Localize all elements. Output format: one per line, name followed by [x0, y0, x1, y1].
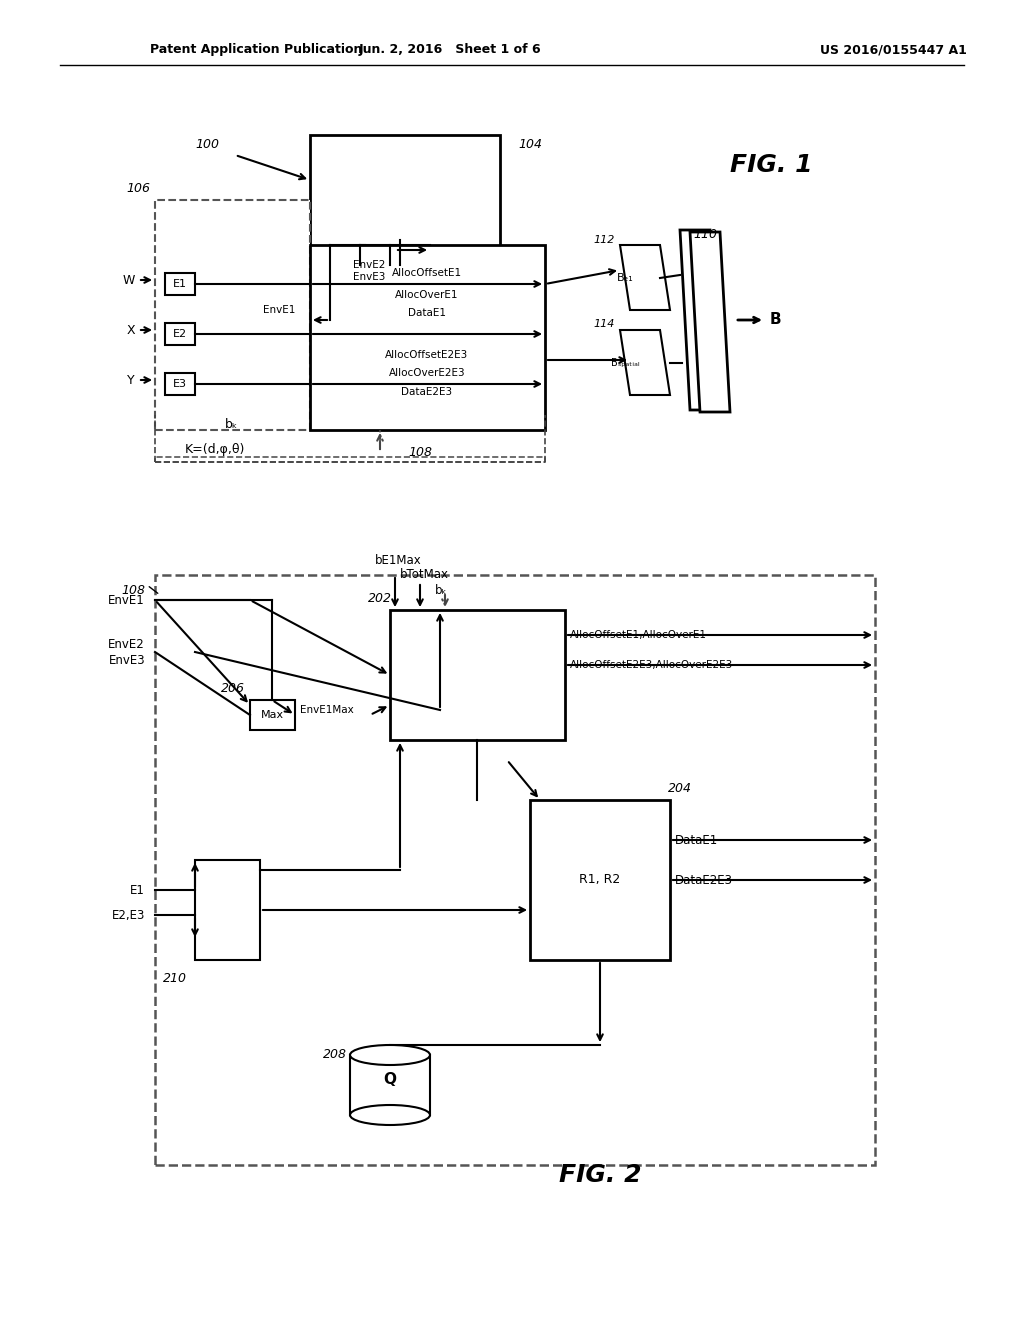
Text: Bₛₚₐₜᵢₐₗ: Bₛₚₐₜᵢₐₗ [610, 358, 639, 368]
Text: E2: E2 [173, 329, 187, 339]
Text: DataE1: DataE1 [408, 308, 446, 318]
Text: Max: Max [260, 710, 284, 719]
Text: DataE2E3: DataE2E3 [401, 387, 453, 397]
Text: 108: 108 [408, 446, 432, 458]
Text: E1: E1 [130, 883, 145, 896]
Text: bTotMax: bTotMax [400, 569, 449, 582]
Text: Bₑ₁: Bₑ₁ [616, 273, 634, 282]
Text: 112: 112 [594, 235, 615, 246]
Text: EnvE3: EnvE3 [352, 272, 385, 282]
Text: W: W [123, 273, 135, 286]
Text: E3: E3 [173, 379, 187, 389]
Polygon shape [620, 246, 670, 310]
Text: DataE2E3: DataE2E3 [675, 874, 733, 887]
Bar [195, 861, 260, 960]
Text: B: B [770, 313, 781, 327]
Bar [310, 135, 500, 265]
Bar [155, 576, 874, 1166]
Text: bₖ: bₖ [435, 583, 447, 597]
Text: AllocOffsetE2E3,AllocOverE2E3: AllocOffsetE2E3,AllocOverE2E3 [570, 660, 733, 671]
Text: EnvE1Max: EnvE1Max [300, 705, 353, 715]
Text: EnvE1: EnvE1 [262, 305, 295, 315]
Bar [165, 374, 195, 395]
Text: 114: 114 [594, 319, 615, 329]
Text: AllocOffsetE1,AllocOverE1: AllocOffsetE1,AllocOverE1 [570, 630, 707, 640]
Bar [155, 201, 310, 430]
Text: 104: 104 [518, 139, 542, 152]
Text: R1, R2: R1, R2 [580, 874, 621, 887]
Text: 202: 202 [368, 591, 392, 605]
Bar [165, 323, 195, 345]
Ellipse shape [350, 1105, 430, 1125]
Text: E2,E3: E2,E3 [112, 908, 145, 921]
Text: AllocOverE1: AllocOverE1 [395, 290, 459, 300]
Bar [310, 246, 545, 430]
Text: Q: Q [384, 1072, 396, 1088]
Text: DataE1: DataE1 [675, 833, 718, 846]
Bar [165, 273, 195, 294]
Text: EnvE3: EnvE3 [109, 653, 145, 667]
Bar [350, 1055, 430, 1115]
Ellipse shape [350, 1045, 430, 1065]
Text: AllocOverE2E3: AllocOverE2E3 [389, 368, 465, 378]
Text: 100: 100 [195, 139, 219, 152]
Text: US 2016/0155447 A1: US 2016/0155447 A1 [820, 44, 967, 57]
Text: 110: 110 [693, 228, 717, 242]
Text: 106: 106 [126, 181, 150, 194]
Text: EnvE1: EnvE1 [109, 594, 145, 606]
Bar [530, 800, 670, 960]
Text: Jun. 2, 2016   Sheet 1 of 6: Jun. 2, 2016 Sheet 1 of 6 [358, 44, 542, 57]
Text: 206: 206 [221, 681, 245, 694]
Text: 210: 210 [163, 972, 187, 985]
Text: X: X [126, 323, 135, 337]
Bar [155, 457, 545, 462]
Bar [390, 610, 565, 741]
Text: 108: 108 [121, 583, 145, 597]
Text: FIG. 1: FIG. 1 [730, 153, 812, 177]
Text: Y: Y [127, 374, 135, 387]
Text: Patent Application Publication: Patent Application Publication [150, 44, 362, 57]
Text: AllocOffsetE1: AllocOffsetE1 [392, 268, 462, 279]
Text: EnvE2: EnvE2 [109, 639, 145, 652]
Polygon shape [620, 330, 670, 395]
Text: 208: 208 [323, 1048, 347, 1061]
Text: 204: 204 [668, 781, 692, 795]
Text: AllocOffsetE2E3: AllocOffsetE2E3 [385, 350, 469, 360]
Text: bE1Max: bE1Max [375, 553, 422, 566]
Bar [250, 700, 295, 730]
Text: FIG. 2: FIG. 2 [559, 1163, 641, 1187]
Polygon shape [690, 232, 730, 412]
Text: K=(d,φ,θ): K=(d,φ,θ) [184, 444, 245, 457]
Text: EnvE2: EnvE2 [352, 260, 385, 271]
Text: E1: E1 [173, 279, 187, 289]
Text: bₖ: bₖ [225, 418, 239, 432]
Polygon shape [680, 230, 720, 411]
